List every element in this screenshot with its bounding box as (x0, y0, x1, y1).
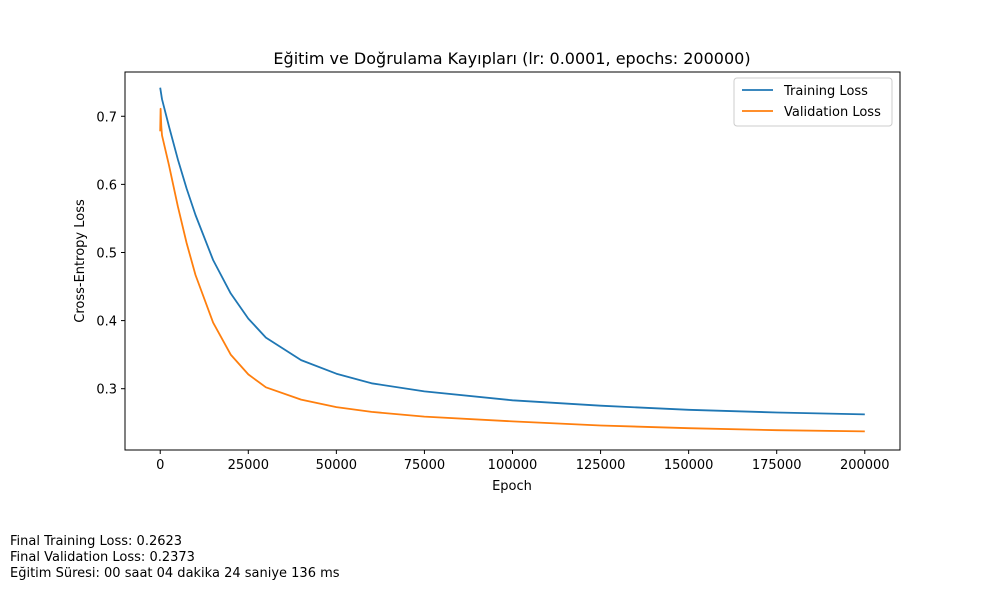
x-axis: 0 25000 50000 75000 100000 125000 150000 175000… (156, 450, 890, 473)
y-tick-label: 0.7 (96, 110, 117, 125)
x-tick-label: 175000 (752, 458, 802, 473)
training-summary: Final Training Loss: 0.2623 Final Valida… (10, 534, 340, 582)
y-tick-label: 0.4 (96, 315, 117, 330)
chart-title: Eğitim ve Doğrulama Kayıpları (lr: 0.000… (273, 49, 750, 68)
legend-label-training: Training Loss (783, 84, 868, 99)
final-training-loss: Final Training Loss: 0.2623 (10, 534, 183, 549)
training-duration: Eğitim Süresi: 00 saat 04 dakika 24 sani… (10, 566, 340, 581)
x-tick-label: 25000 (228, 458, 269, 473)
x-tick-label: 75000 (404, 458, 445, 473)
plot-area (125, 72, 900, 450)
y-tick-label: 0.6 (96, 178, 117, 193)
y-tick-label: 0.5 (96, 246, 117, 261)
legend-label-validation: Validation Loss (784, 105, 881, 120)
y-axis: 0.3 0.4 0.5 0.6 0.7 (96, 110, 125, 398)
x-tick-label: 150000 (664, 458, 714, 473)
validation-loss-line (159, 107, 865, 433)
legend-box (733, 77, 893, 127)
series-layer (159, 87, 865, 433)
legend: Training Loss Validation Loss (733, 77, 893, 127)
x-tick-label: 200000 (840, 458, 890, 473)
training-loss-line (159, 87, 865, 416)
x-tick-label: 0 (156, 458, 164, 473)
x-tick-label: 125000 (576, 458, 626, 473)
final-validation-loss: Final Validation Loss: 0.2373 (10, 550, 195, 565)
y-axis-label: Cross-Entropy Loss (73, 199, 88, 323)
x-tick-label: 50000 (316, 458, 357, 473)
x-axis-label: Epoch (492, 479, 532, 494)
y-tick-label: 0.3 (96, 383, 117, 398)
x-tick-label: 100000 (488, 458, 538, 473)
